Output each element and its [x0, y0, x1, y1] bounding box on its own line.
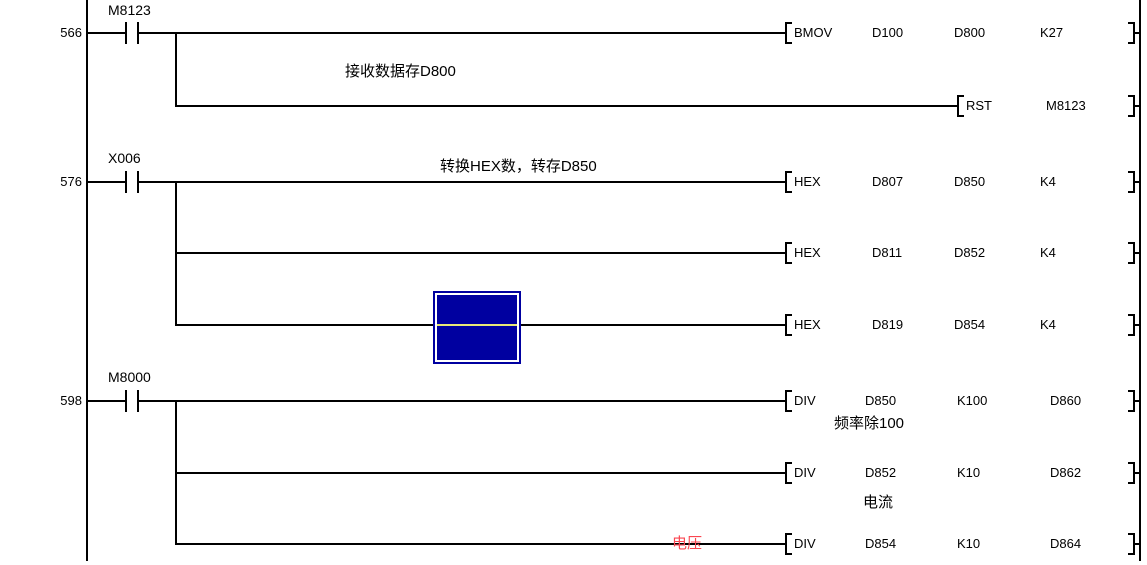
mnemonic: HEX	[794, 317, 821, 332]
operand: D807	[872, 174, 904, 189]
wire-v-branch	[175, 32, 177, 107]
wire-h	[139, 32, 785, 34]
left-bracket-icon	[785, 242, 792, 264]
operand: K27	[1040, 25, 1064, 40]
mnemonic: DIV	[794, 536, 816, 551]
operand: D854	[865, 536, 897, 551]
operand: K4	[1040, 245, 1056, 260]
instruction-bmov[interactable]: BMOV D100 D800 K27	[785, 22, 1139, 44]
instruction-hex-2[interactable]: HEX D811 D852 K4	[785, 242, 1139, 264]
operand-comment-highlighted: 电压	[672, 535, 703, 552]
operand: D860	[1050, 393, 1082, 408]
contact-label-m8123: M8123	[108, 2, 151, 18]
operand: K100	[957, 393, 988, 408]
operand: D850	[865, 393, 897, 408]
right-bracket-stub	[1133, 400, 1139, 402]
operand-comment: 频率除100	[834, 415, 905, 432]
contact-x006[interactable]	[125, 171, 139, 193]
operand: D811	[872, 245, 903, 260]
operand: D864	[1050, 536, 1082, 551]
right-bracket-stub	[1133, 105, 1139, 107]
contact-label-m8000: M8000	[108, 369, 151, 385]
wire-h	[175, 472, 785, 474]
left-bracket-icon	[785, 22, 792, 44]
operand: D800	[954, 25, 986, 40]
instruction-hex-1[interactable]: HEX D807 D850 K4	[785, 171, 1139, 193]
contact-m8000[interactable]	[125, 390, 139, 412]
right-bracket-stub	[1133, 181, 1139, 183]
step-number-566: 566	[60, 25, 82, 40]
instruction-div-3[interactable]: DIV D854 K10 D864	[785, 533, 1139, 555]
operand: D819	[872, 317, 904, 332]
instruction-rst[interactable]: RST M8123	[957, 95, 1139, 117]
mnemonic: HEX	[794, 174, 821, 189]
mnemonic: DIV	[794, 465, 816, 480]
instruction-div-1[interactable]: DIV D850 K100 D860	[785, 390, 1139, 412]
operand: D852	[865, 465, 897, 480]
right-bus-bar	[1139, 0, 1141, 561]
operand: D852	[954, 245, 986, 260]
wire-h	[139, 181, 785, 183]
operand: K10	[957, 465, 981, 480]
wire-h	[175, 252, 785, 254]
left-bracket-icon	[785, 390, 792, 412]
mnemonic: RST	[966, 98, 992, 113]
operand: K4	[1040, 317, 1056, 332]
left-bus-bar	[86, 0, 88, 561]
left-bracket-icon	[785, 171, 792, 193]
right-bracket-stub	[1133, 472, 1139, 474]
operand: M8123	[1046, 98, 1086, 113]
wire-h	[139, 400, 785, 402]
cursor-wire-segment	[437, 324, 517, 326]
rung-comment: 接收数据存D800	[345, 63, 456, 80]
selection-cursor[interactable]	[433, 291, 521, 364]
wire-h	[86, 32, 125, 34]
contact-label-x006: X006	[108, 150, 141, 166]
operand: D854	[954, 317, 986, 332]
instruction-hex-3[interactable]: HEX D819 D854 K4	[785, 314, 1139, 336]
right-bracket-stub	[1133, 324, 1139, 326]
mnemonic: DIV	[794, 393, 816, 408]
operand: D862	[1050, 465, 1082, 480]
operand-comment: 电流	[863, 494, 894, 511]
wire-h	[86, 400, 125, 402]
operand: K10	[957, 536, 981, 551]
mnemonic: HEX	[794, 245, 821, 260]
operand: D850	[954, 174, 986, 189]
right-bracket-stub	[1133, 32, 1139, 34]
right-bracket-stub	[1133, 543, 1139, 545]
mnemonic: BMOV	[794, 25, 833, 40]
left-bracket-icon	[785, 462, 792, 484]
operand: D100	[872, 25, 904, 40]
left-bracket-icon	[785, 533, 792, 555]
wire-h	[175, 105, 957, 107]
rung-comment: 转换HEX数，转存D850	[440, 158, 597, 175]
contact-m8123[interactable]	[125, 22, 139, 44]
right-bracket-stub	[1133, 252, 1139, 254]
instruction-div-2[interactable]: DIV D852 K10 D862	[785, 462, 1139, 484]
step-number-576: 576	[60, 174, 82, 189]
wire-h	[175, 543, 785, 545]
left-bracket-icon	[785, 314, 792, 336]
step-number-598: 598	[60, 393, 82, 408]
left-bracket-icon	[957, 95, 964, 117]
wire-h	[86, 181, 125, 183]
operand: K4	[1040, 174, 1056, 189]
